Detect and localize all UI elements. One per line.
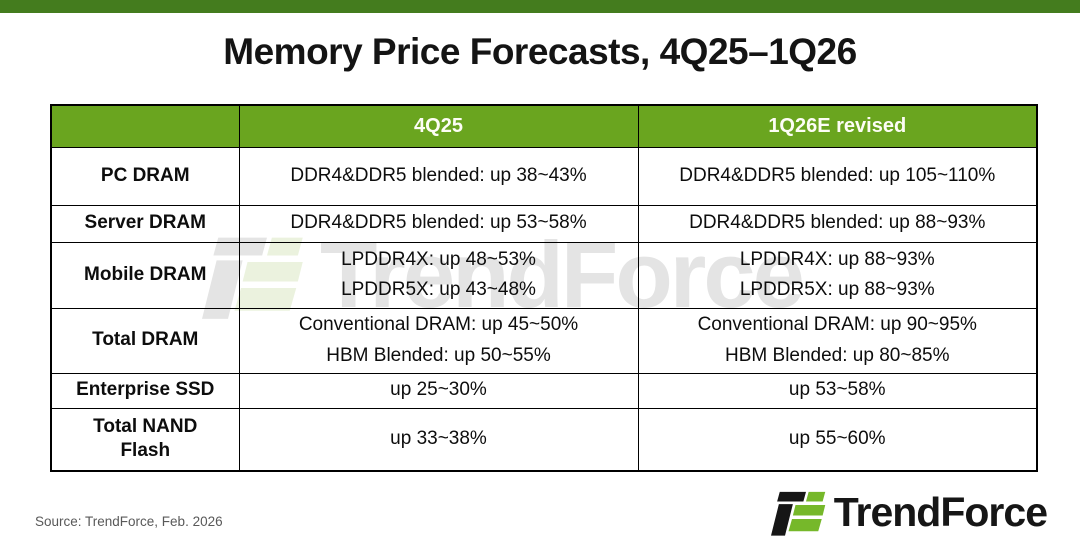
table-row: Mobile DRAM LPDDR4X: up 48~53% LPDDR5X: u…	[50, 241, 1038, 309]
row-label: Total DRAM	[50, 307, 240, 374]
table-row: Total DRAM Conventional DRAM: up 45~50% H…	[50, 307, 1038, 374]
forecast-cell: up 33~38%	[238, 407, 639, 472]
page-title: Memory Price Forecasts, 4Q25–1Q26	[223, 31, 857, 72]
header-cell-1q26e: 1Q26E revised	[637, 104, 1038, 148]
source-note: Source: TrendForce, Feb. 2026	[35, 514, 223, 529]
forecast-cell: DDR4&DDR5 blended: up 38~43%	[238, 146, 639, 206]
header-row: 4Q25 1Q26E revised	[50, 104, 1038, 148]
row-label: Total NAND Flash	[50, 407, 240, 472]
forecast-cell: DDR4&DDR5 blended: up 53~58%	[238, 204, 639, 243]
top-accent-bar	[0, 0, 1080, 13]
row-label: Mobile DRAM	[50, 241, 240, 309]
forecast-cell: DDR4&DDR5 blended: up 105~110%	[637, 146, 1038, 206]
table-row: Enterprise SSD up 25~30% up 53~58%	[50, 372, 1038, 409]
forecast-cell: Conventional DRAM: up 90~95% HBM Blended…	[637, 307, 1038, 374]
logo-text: TrendForce	[833, 488, 1048, 535]
header-cell-blank	[50, 104, 240, 148]
forecast-cell: LPDDR4X: up 48~53% LPDDR5X: up 43~48%	[238, 241, 639, 309]
table-row: PC DRAM DDR4&DDR5 blended: up 38~43% DDR4&…	[50, 146, 1038, 206]
trendforce-logo-icon	[770, 491, 825, 536]
row-label: PC DRAM	[50, 146, 240, 206]
table-row: Total NAND Flash up 33~38% up 55~60%	[50, 407, 1038, 472]
header-cell-4q25: 4Q25	[238, 104, 639, 148]
row-label: Server DRAM	[50, 204, 240, 243]
forecast-cell: LPDDR4X: up 88~93% LPDDR5X: up 88~93%	[637, 241, 1038, 309]
forecast-table-body: PC DRAM DDR4&DDR5 blended: up 38~43% DDR4&…	[50, 146, 1038, 472]
forecast-cell: Conventional DRAM: up 45~50% HBM Blended…	[238, 307, 639, 374]
forecast-cell: DDR4&DDR5 blended: up 88~93%	[637, 204, 1038, 243]
table-row: Server DRAM DDR4&DDR5 blended: up 53~58% D…	[50, 204, 1038, 243]
forecast-cell: up 55~60%	[637, 407, 1038, 472]
forecast-table: 4Q25 1Q26E revised PC DRAM DDR4&DDR5 blen…	[50, 104, 1038, 472]
trendforce-logo: TrendForce	[770, 486, 1048, 538]
forecast-cell: up 25~30%	[238, 372, 639, 409]
row-label: Enterprise SSD	[50, 372, 240, 409]
forecast-cell: up 53~58%	[637, 372, 1038, 409]
